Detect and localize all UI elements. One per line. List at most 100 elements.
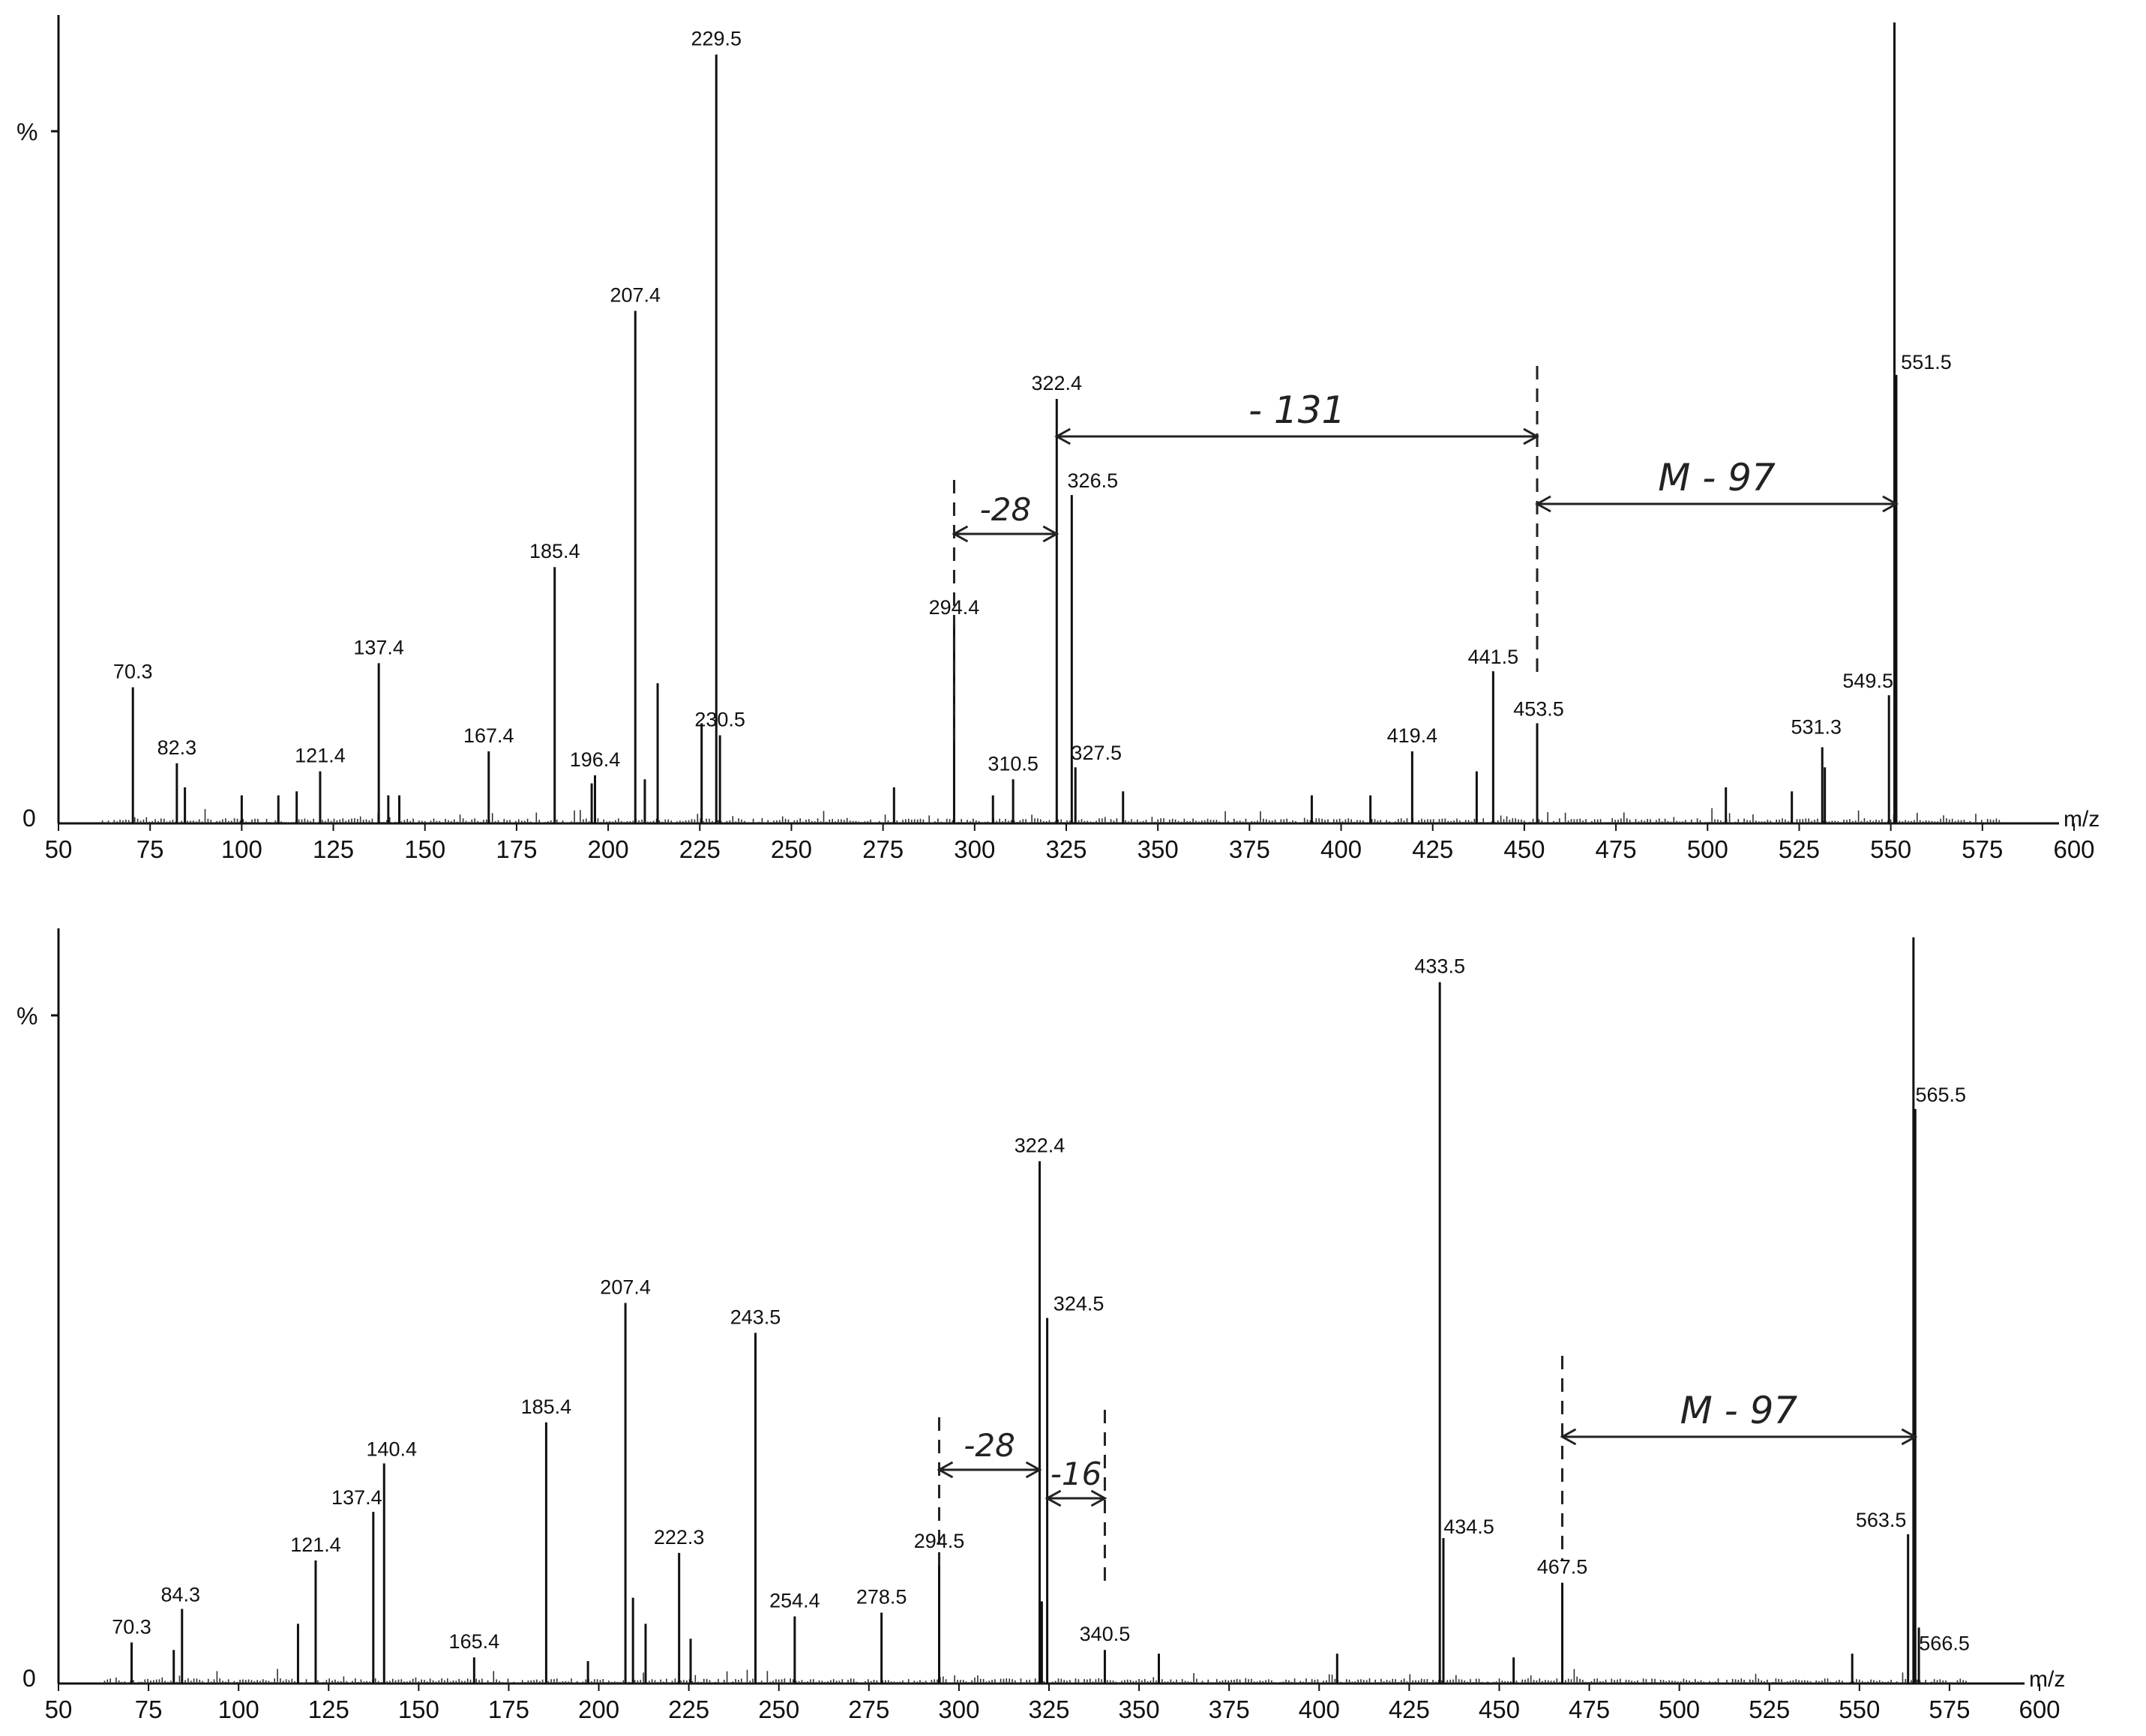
y-axis-label: % [16, 118, 37, 145]
peak-label-243.5: 243.5 [730, 1306, 781, 1328]
x-tick-label: 275 [862, 835, 904, 863]
peak-label-324.5: 324.5 [1054, 1292, 1104, 1315]
peak-label-121.4: 121.4 [290, 1534, 341, 1556]
peak-label-229.5: 229.5 [691, 28, 742, 50]
annotation-arrowhead-left [937, 1461, 954, 1479]
peak-label-137.4: 137.4 [353, 636, 404, 658]
peak-label-326.5: 326.5 [1068, 469, 1119, 492]
x-axis-label: m/z [2029, 1667, 2065, 1692]
x-tick-label: 100 [218, 1696, 259, 1723]
annotation-arrowhead-left [1560, 1428, 1577, 1446]
annotation-arrowhead-right [1901, 1428, 1918, 1446]
peak-label-185.4: 185.4 [521, 1396, 572, 1418]
peak-label-121.4: 121.4 [295, 745, 346, 767]
peak-label-322.4: 322.4 [1015, 1135, 1066, 1157]
x-tick-label: 325 [1028, 1696, 1069, 1723]
x-tick-label: 225 [668, 1696, 709, 1723]
peak-label-165.4: 165.4 [449, 1630, 500, 1653]
annotation-arrowhead-right [1090, 1489, 1107, 1507]
peak-label-222.3: 222.3 [654, 1526, 705, 1549]
spectrum-bottom: % 0 m/z 50 75 100 125 150 175 200 225 250 275 300 325 3… [16, 928, 2065, 1723]
peak-label-327.5: 327.5 [1071, 742, 1122, 764]
peak-label-84.3: 84.3 [160, 1584, 200, 1606]
x-tick-label: 400 [1320, 835, 1362, 863]
annotation-arrowhead-right [1523, 427, 1540, 445]
peak-label-441.5: 441.5 [1468, 646, 1519, 668]
peak-label-254.4: 254.4 [769, 1589, 820, 1612]
annotation-arrowhead-left [1045, 1489, 1062, 1507]
x-tick-label: 325 [1045, 835, 1086, 863]
annotation-label: M - 97 [1658, 456, 1776, 499]
x-tick-label: 575 [1962, 835, 2003, 863]
peak-label-70.3: 70.3 [112, 1615, 151, 1638]
x-tick-label: 250 [758, 1696, 799, 1723]
annotation-label: -16 [1051, 1456, 1102, 1492]
x-tick-label: 100 [221, 835, 262, 863]
x-tick-label: 450 [1479, 1696, 1520, 1723]
annotation-label: - 131 [1248, 388, 1345, 432]
x-tick-label: 375 [1229, 835, 1270, 863]
peak-label-82.3: 82.3 [157, 736, 197, 759]
annotation-arrowhead-right [1882, 495, 1899, 513]
x-tick-label: 600 [2053, 835, 2094, 863]
x-tick-label: 350 [1119, 1696, 1160, 1723]
peak-label-196.4: 196.4 [570, 748, 621, 771]
peak-label-310.5: 310.5 [988, 752, 1039, 775]
x-tick-label: 350 [1137, 835, 1179, 863]
peak-label-207.4: 207.4 [610, 283, 661, 306]
x-tick-label: 600 [2019, 1696, 2060, 1723]
baseline-noise [100, 1669, 1967, 1684]
x-tick-label: 550 [1870, 835, 1911, 863]
x-tick-label: 425 [1389, 1696, 1430, 1723]
peak-label-433.5: 433.5 [1414, 955, 1465, 978]
peak-label-137.4: 137.4 [331, 1486, 382, 1509]
annotation-arrowhead-left [1054, 427, 1072, 445]
x-tick-label: 300 [938, 1696, 979, 1723]
x-tick-label: 450 [1503, 835, 1545, 863]
peak-label-340.5: 340.5 [1080, 1623, 1131, 1645]
x-axis-label: m/z [2064, 807, 2100, 832]
y-axis-label: % [16, 1003, 37, 1030]
x-tick-label: 500 [1687, 835, 1728, 863]
x-tick-label: 200 [578, 1696, 619, 1723]
annotation-arrowhead-left [952, 525, 969, 543]
annotation-arrowhead-left [1534, 495, 1551, 513]
x-tick-label: 225 [679, 835, 721, 863]
peak-label-207.4: 207.4 [600, 1276, 651, 1299]
peak-label-70.3: 70.3 [113, 660, 153, 682]
x-tick-label: 75 [136, 835, 164, 863]
x-tick-label: 175 [496, 835, 537, 863]
x-tick-label: 200 [588, 835, 629, 863]
x-tick-label: 400 [1299, 1696, 1340, 1723]
x-tick-label: 475 [1569, 1696, 1610, 1723]
x-tick-label: 575 [1929, 1696, 1970, 1723]
x-tick-label: 525 [1749, 1696, 1790, 1723]
y-tick-label: 0 [22, 1665, 36, 1692]
peak-label-563.5: 563.5 [1856, 1509, 1907, 1531]
peak-label-453.5: 453.5 [1513, 698, 1564, 721]
x-tick-label: 150 [404, 835, 445, 863]
annotation-arrowhead-right [1025, 1461, 1042, 1479]
y-tick-label: 0 [22, 805, 36, 832]
x-tick-label: 50 [45, 835, 73, 863]
x-tick-label: 425 [1412, 835, 1453, 863]
x-tick-label: 500 [1659, 1696, 1700, 1723]
x-tick-label: 75 [135, 1696, 163, 1723]
peak-label-230.5: 230.5 [694, 709, 745, 731]
x-tick-label: 175 [488, 1696, 529, 1723]
x-tick-label: 275 [848, 1696, 889, 1723]
peak-label-140.4: 140.4 [366, 1438, 417, 1460]
peak-label-434.5: 434.5 [1443, 1516, 1494, 1538]
peak-label-419.4: 419.4 [1387, 724, 1438, 747]
peak-label-185.4: 185.4 [529, 540, 580, 562]
annotation-label: -28 [980, 491, 1032, 528]
peak-label-549.5: 549.5 [1842, 670, 1893, 692]
x-tick-label: 125 [313, 835, 354, 863]
annotation-arrowhead-right [1042, 525, 1060, 543]
x-tick-label: 475 [1596, 835, 1637, 863]
peak-label-322.4: 322.4 [1032, 372, 1083, 394]
x-tick-label: 125 [308, 1696, 349, 1723]
x-tick-label: 550 [1839, 1696, 1880, 1723]
